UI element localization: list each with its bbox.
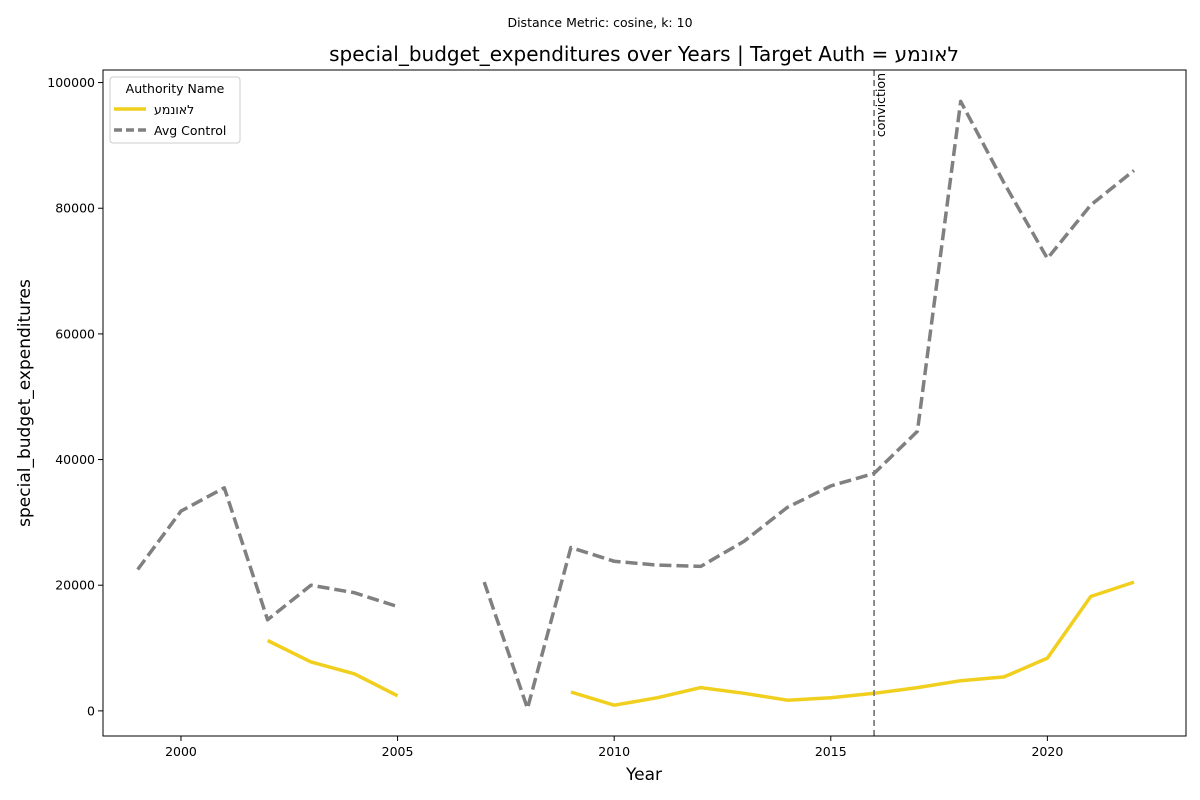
y-tick-label: 40000: [55, 452, 95, 467]
x-tick-label: 2000: [165, 744, 197, 759]
y-tick-label: 100000: [47, 75, 95, 90]
y-tick-label: 60000: [55, 326, 95, 341]
x-tick-label: 2015: [815, 744, 847, 759]
x-tick-label: 2010: [598, 744, 630, 759]
chart-title: special_budget_expenditures over Years |…: [329, 42, 959, 66]
y-tick-label: 20000: [55, 578, 95, 593]
x-axis: 2000 2005 2010 2015 2020: [165, 736, 1063, 759]
legend-box: [109, 76, 241, 144]
legend-title: Authority Name: [126, 81, 225, 96]
y-axis: 0 20000 40000 60000 80000 100000: [47, 75, 103, 718]
control-series-line: [136, 486, 399, 622]
legend: Authority Name לאונמע Avg Control: [109, 76, 241, 144]
x-axis-label: Year: [625, 765, 662, 785]
y-tick-label: 0: [87, 703, 95, 718]
target-series-line: [266, 638, 399, 698]
legend-label-control: Avg Control: [154, 123, 226, 138]
x-tick-label: 2005: [382, 744, 414, 759]
axes-frame: [102, 69, 1187, 737]
conviction-label: conviction: [873, 73, 888, 137]
suptitle: Distance Metric: cosine, k: 10: [507, 15, 692, 30]
control-series-line: [482, 99, 1136, 711]
x-tick-label: 2020: [1031, 744, 1063, 759]
legend-label-target: לאונמע: [154, 102, 194, 117]
y-axis-label: special_budget_expenditures: [15, 279, 35, 527]
plot-area: conviction: [136, 70, 1136, 736]
target-series-line: [570, 580, 1135, 707]
y-tick-label: 80000: [55, 201, 95, 216]
